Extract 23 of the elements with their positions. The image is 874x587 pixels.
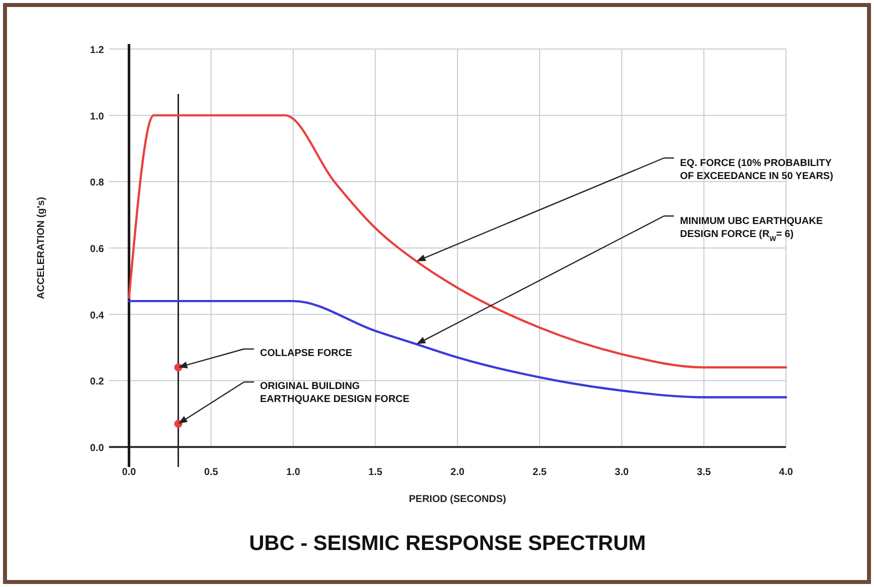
x-tick-label: 2.0 bbox=[450, 467, 465, 478]
y-axis-title: ACCELERATION (g's) bbox=[36, 196, 47, 300]
y-tick-label: 1.0 bbox=[90, 111, 104, 122]
x-axis-title: PERIOD (SECONDS) bbox=[408, 494, 506, 505]
y-tick-label: 0.8 bbox=[90, 178, 104, 189]
annotation: EQ. FORCE (10% PROBABILITY OF EXCEEDANCE IN 50 YEARS) bbox=[680, 158, 834, 182]
annotation: ORIGINAL BUILDING EARTHQUAKE DESIGN FORCE bbox=[260, 381, 410, 405]
x-tick-label: 4.0 bbox=[779, 467, 794, 478]
x-tick-label: 1.5 bbox=[368, 467, 383, 478]
y-tick-label: 0.6 bbox=[90, 244, 104, 255]
x-tick-label: 1.0 bbox=[286, 467, 301, 478]
annotation: MINIMUM UBC EARTHQUAKE DESIGN FORCE (R$_{W}$= 6) bbox=[680, 216, 824, 242]
y-tick-label: 1.2 bbox=[90, 45, 104, 56]
x-tick-label: 0.5 bbox=[204, 467, 219, 478]
x-tick-label: 3.5 bbox=[696, 467, 712, 478]
y-tick-label: 0.0 bbox=[90, 443, 104, 454]
y-tick-label: 0.4 bbox=[90, 310, 104, 322]
x-tick-label: 3.0 bbox=[614, 467, 630, 478]
annotation: COLLAPSE FORCE bbox=[260, 348, 353, 359]
x-tick-label: 0.0 bbox=[122, 467, 136, 478]
y-tick-label: 0.2 bbox=[90, 376, 104, 388]
text: UBC - SEISMIC RESPONSE SPECTRUM bbox=[249, 532, 646, 555]
x-tick-label: 2.5 bbox=[532, 467, 548, 478]
